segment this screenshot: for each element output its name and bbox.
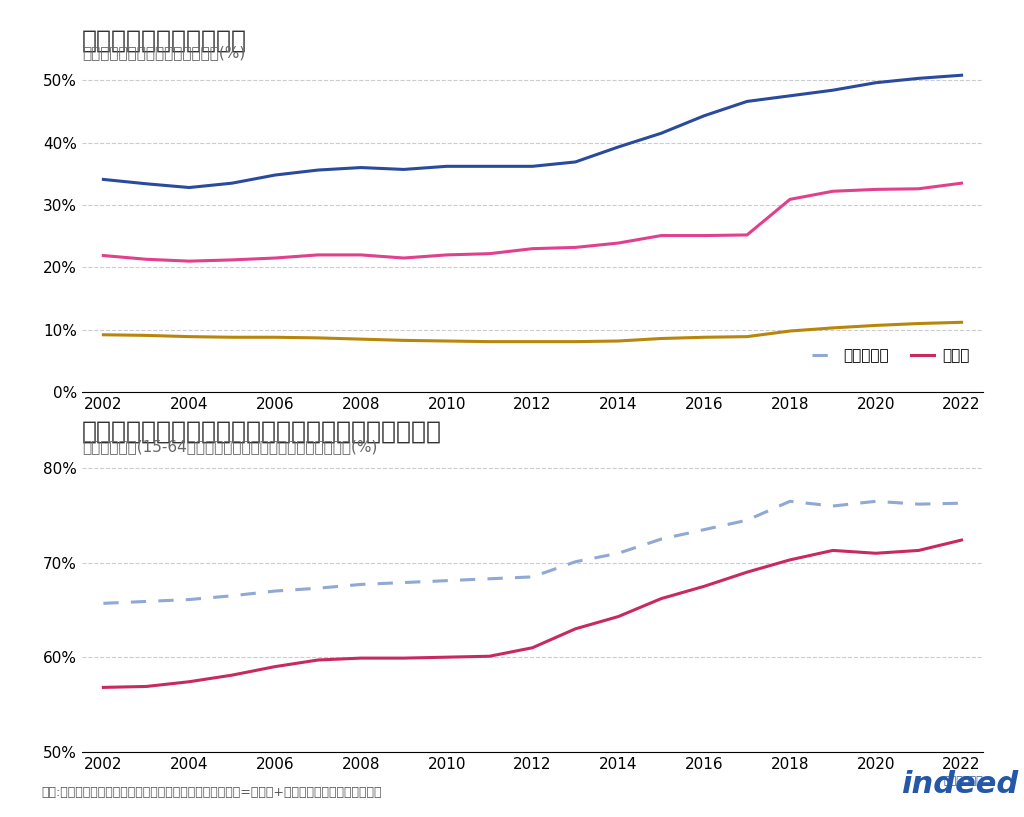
Text: シニア世代就業率は上昇: シニア世代就業率は上昇 [82, 29, 247, 52]
Text: 生産年齢人口(15-64歳）における女性の潜在就業率と就業率(%): 生産年齢人口(15-64歳）における女性の潜在就業率と就業率(%) [82, 440, 377, 454]
Text: 年齢階級別、シニア世代の就業率(%): 年齢階級別、シニア世代の就業率(%) [82, 45, 245, 60]
Text: 出所:総務省「労働力調査」を基に、著者作成。潜在就業率=就業者+非労働力人口の就業希望者。: 出所:総務省「労働力調査」を基に、著者作成。潜在就業率=就業者+非労働力人口の就… [41, 786, 382, 799]
Text: 女性の就業は上昇するも、徐々に飽和に近づいている: 女性の就業は上昇するも、徐々に飽和に近づいている [82, 419, 442, 443]
Text: インディード: インディード [943, 776, 983, 786]
Legend: 潜在就業率, 就業率: 潜在就業率, 就業率 [806, 342, 976, 369]
Text: indeed: indeed [901, 770, 1019, 799]
